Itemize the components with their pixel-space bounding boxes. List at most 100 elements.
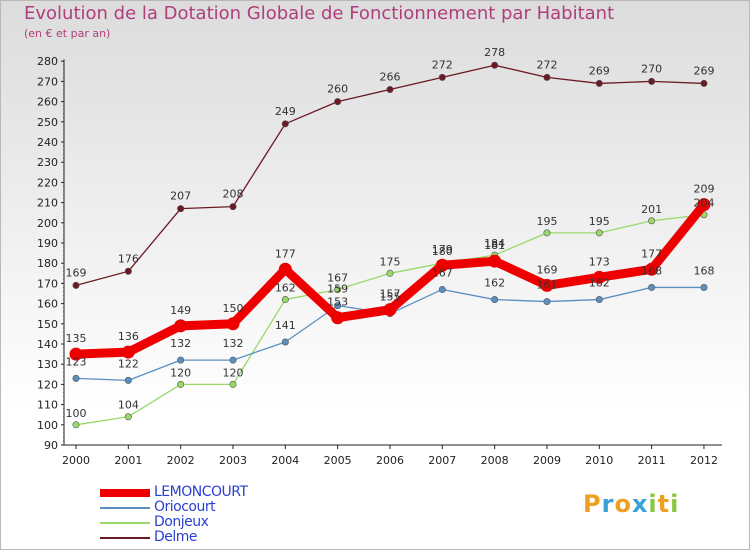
series-line-donjeux xyxy=(75,214,705,426)
point-lemoncourt xyxy=(592,270,606,284)
data-label-donjeux: 104 xyxy=(118,399,139,412)
data-label-oriocourt: 168 xyxy=(693,264,714,277)
logo-letter: i xyxy=(670,490,680,518)
point-donjeux xyxy=(334,285,342,293)
point-lemoncourt xyxy=(488,254,502,268)
data-label-oriocourt: 123 xyxy=(66,355,87,368)
x-tick-label: 2006 xyxy=(376,454,404,467)
x-tick-label: 2000 xyxy=(62,454,90,467)
y-tick-label: 200 xyxy=(37,217,58,230)
logo-letter: P xyxy=(583,490,602,518)
logo-letter: o xyxy=(614,490,632,518)
data-label-lemoncourt: 179 xyxy=(432,243,453,256)
point-lemoncourt xyxy=(540,278,554,292)
legend-swatch-delme xyxy=(100,537,150,539)
axes: 90 100 110 120 130 140 150 160 170 180 190 200 210 22… xyxy=(37,55,722,467)
y-tick-label: 130 xyxy=(37,358,58,371)
data-label-delme: 208 xyxy=(222,188,243,201)
point-donjeux xyxy=(72,421,80,429)
x-tick-label: 2005 xyxy=(324,454,352,467)
x-tick-label: 2007 xyxy=(428,454,456,467)
legend-item-oriocourt: Oriocourt xyxy=(100,499,340,515)
point-lemoncourt xyxy=(331,311,345,325)
data-label-lemoncourt: 135 xyxy=(66,332,87,345)
point-delme xyxy=(648,77,656,85)
point-lemoncourt xyxy=(383,303,397,317)
point-delme xyxy=(543,73,551,81)
x-tick-label: 2010 xyxy=(585,454,613,467)
data-label-lemoncourt: 173 xyxy=(589,255,610,268)
data-label-donjeux: 201 xyxy=(641,203,662,216)
x-tick-label: 2012 xyxy=(690,454,718,467)
legend-swatch-lemoncourt xyxy=(100,489,150,497)
data-label-delme: 269 xyxy=(589,64,610,77)
proxiti-logo: Proxiti xyxy=(583,490,679,518)
data-label-oriocourt: 162 xyxy=(484,277,505,290)
logo-letter: r xyxy=(601,490,615,518)
point-donjeux xyxy=(648,217,656,225)
data-label-lemoncourt: 169 xyxy=(536,263,557,276)
y-tick-label: 240 xyxy=(37,136,58,149)
point-lemoncourt xyxy=(174,319,188,333)
series-line-delme xyxy=(75,64,705,287)
y-tick-label: 170 xyxy=(37,277,58,290)
point-delme xyxy=(281,120,289,128)
point-oriocourt xyxy=(177,356,185,364)
legend-item-donjeux: Donjeux xyxy=(100,514,340,530)
point-donjeux xyxy=(543,229,551,237)
x-tick-label: 2008 xyxy=(481,454,509,467)
y-tick-label: 110 xyxy=(37,399,58,412)
legend-label-donjeux: Donjeux xyxy=(154,514,209,530)
data-label-donjeux: 162 xyxy=(275,282,296,295)
point-oriocourt xyxy=(334,302,342,310)
data-label-oriocourt: 167 xyxy=(432,266,453,279)
y-tick-label: 160 xyxy=(37,298,58,311)
point-oriocourt xyxy=(543,298,551,306)
data-label-oriocourt: 132 xyxy=(170,337,191,350)
legend-label-lemoncourt: LEMONCOURT xyxy=(154,484,248,500)
point-delme xyxy=(334,98,342,106)
data-label-delme: 269 xyxy=(693,64,714,77)
x-tick-label: 2003 xyxy=(219,454,247,467)
data-label-oriocourt: 168 xyxy=(641,264,662,277)
data-label-delme: 272 xyxy=(432,58,453,71)
data-label-lemoncourt: 149 xyxy=(170,304,191,317)
point-delme xyxy=(700,79,708,87)
x-tick-label: 2004 xyxy=(271,454,299,467)
point-delme xyxy=(386,85,394,93)
data-label-delme: 260 xyxy=(327,83,348,96)
point-oriocourt xyxy=(700,283,708,291)
data-label-delme: 169 xyxy=(66,266,87,279)
chart-title: Evolution de la Dotation Globale de Fonc… xyxy=(24,3,615,24)
data-label-oriocourt: 155 xyxy=(379,291,400,304)
y-tick-label: 260 xyxy=(37,96,58,109)
legend-label-oriocourt: Oriocourt xyxy=(154,499,216,515)
data-label-donjeux: 100 xyxy=(66,407,87,420)
point-lemoncourt xyxy=(278,262,292,276)
data-label-oriocourt: 132 xyxy=(222,337,243,350)
point-delme xyxy=(177,205,185,213)
data-label-delme: 176 xyxy=(118,252,139,265)
data-label-delme: 272 xyxy=(536,58,557,71)
point-oriocourt xyxy=(281,338,289,346)
data-label-donjeux: 195 xyxy=(536,215,557,228)
y-tick-label: 190 xyxy=(37,237,58,250)
series-layer xyxy=(69,61,711,429)
logo-letter: t xyxy=(657,490,671,518)
point-lemoncourt xyxy=(121,345,135,359)
point-delme xyxy=(72,281,80,289)
logo-letter: x xyxy=(631,490,649,518)
y-tick-label: 270 xyxy=(37,75,58,88)
data-label-donjeux: 120 xyxy=(170,366,191,379)
data-label-donjeux: 204 xyxy=(693,197,714,210)
point-lemoncourt xyxy=(697,198,711,212)
legend-label-delme: Delme xyxy=(154,529,198,545)
point-lemoncourt xyxy=(226,317,240,331)
point-oriocourt xyxy=(124,376,132,384)
y-tick-label: 140 xyxy=(37,338,58,351)
point-delme xyxy=(595,79,603,87)
y-tick-label: 180 xyxy=(37,257,58,270)
point-oriocourt xyxy=(229,356,237,364)
y-tick-label: 280 xyxy=(37,55,58,68)
